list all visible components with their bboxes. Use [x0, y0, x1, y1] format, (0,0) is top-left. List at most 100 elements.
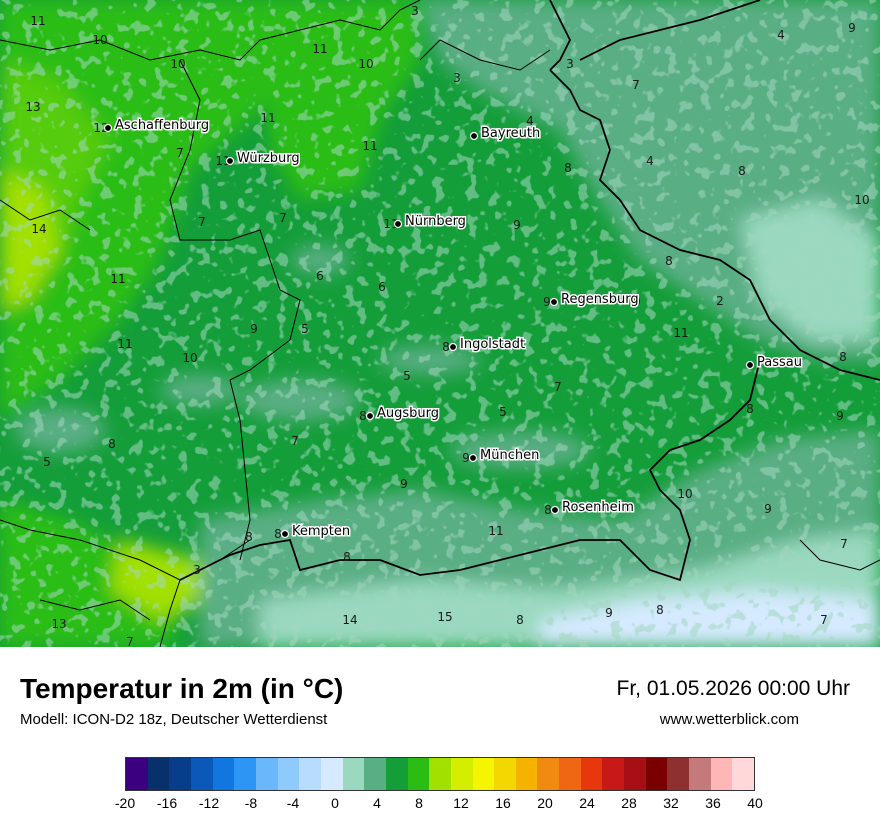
temperature-value: 10 — [182, 351, 197, 365]
temperature-value: 4 — [526, 114, 534, 128]
temperature-value: 7 — [176, 146, 184, 160]
temperature-value: 6 — [316, 269, 324, 283]
country-border — [549, 0, 572, 71]
footer: Temperatur in 2m (in °C) Modell: ICON-D2… — [0, 647, 880, 830]
state-border — [0, 199, 91, 231]
city-dot — [280, 529, 290, 539]
temperature-value: 7 — [291, 434, 299, 448]
temperature-value: 5 — [43, 455, 51, 469]
temperature-value: 9 — [764, 502, 772, 516]
temperature-value: 15 — [437, 610, 452, 624]
city-label: München — [480, 448, 539, 463]
legend-swatch — [234, 758, 256, 790]
legend-tick-label: -20 — [114, 795, 136, 811]
legend-swatch — [559, 758, 581, 790]
city-label: Bayreuth — [481, 126, 540, 141]
city-value: 8 — [544, 503, 552, 517]
legend-tick-label: 28 — [621, 795, 637, 811]
temperature-value: 9 — [836, 409, 844, 423]
city-dot — [365, 411, 375, 421]
city-dot — [550, 505, 560, 515]
city-value: 8 — [274, 527, 282, 541]
temperature-value: 8 — [738, 164, 746, 178]
legend-swatch — [277, 758, 300, 790]
temperature-value: 10 — [677, 487, 692, 501]
temperature-value: 3 — [453, 71, 461, 85]
legend-tick-label: -4 — [286, 795, 300, 811]
map-title: Temperatur in 2m (in °C) — [20, 673, 344, 704]
legend-swatch — [212, 758, 235, 790]
state-border — [229, 379, 251, 561]
legend-swatch — [494, 758, 516, 790]
temperature-value: 11 — [110, 272, 125, 286]
legend-tick-label: -12 — [198, 795, 220, 811]
temperature-value: 10 — [92, 33, 107, 47]
city-markers: 12 Aschaffenburg 11 Würzburg Bayreuth 11 Nürnb… — [93, 117, 803, 542]
legend-swatch — [515, 758, 538, 790]
region-border — [799, 539, 880, 571]
website-link[interactable]: www.wetterblick.com — [659, 711, 799, 728]
city-dot — [103, 123, 113, 133]
temperature-value: 11 — [488, 524, 503, 538]
temperature-value: 10 — [170, 57, 185, 71]
legend-swatch — [689, 758, 711, 790]
city-dot — [393, 219, 403, 229]
temperature-value: 9 — [250, 322, 258, 336]
temperature-value: 2 — [716, 294, 724, 308]
legend-swatch — [537, 758, 560, 790]
city-value: 8 — [442, 340, 450, 354]
temperature-value: 11 — [30, 14, 45, 28]
city-dot — [448, 342, 458, 352]
country-border — [179, 359, 761, 582]
legend-tick-label: 20 — [537, 795, 553, 811]
state-border — [169, 59, 301, 381]
legend-tick-label: 12 — [453, 795, 469, 811]
legend-tick-label: 40 — [747, 795, 763, 811]
city-dot — [225, 156, 235, 166]
temperature-value: 8 — [564, 161, 572, 175]
temperature-value: 8 — [746, 402, 754, 416]
region-border — [39, 599, 151, 621]
temperature-value: 14 — [342, 613, 357, 627]
legend-swatch — [169, 758, 191, 790]
city-label: Aschaffenburg — [115, 118, 209, 133]
temperature-value: 14 — [31, 222, 46, 236]
legend-tick-label: -16 — [156, 795, 178, 811]
temperature-value: 13 — [51, 617, 66, 631]
forecast-datetime: Fr, 01.05.2026 00:00 Uhr — [616, 677, 851, 700]
legend-swatch — [407, 758, 430, 790]
legend-swatch — [580, 758, 603, 790]
temperature-value: 13 — [25, 100, 40, 114]
temperature-value: 9 — [605, 606, 613, 620]
legend-tick-label: 8 — [415, 795, 423, 811]
temperature-value: 7 — [632, 78, 640, 92]
city-value: 8 — [359, 409, 367, 423]
legend-swatch — [472, 758, 495, 790]
temperature-value: 9 — [633, 295, 641, 309]
legend-swatch — [320, 758, 343, 790]
legend-tick-label: 32 — [663, 795, 679, 811]
legend-swatch — [255, 758, 278, 790]
region-border — [159, 579, 181, 647]
city-dot — [745, 360, 755, 370]
city-label: Rosenheim — [562, 500, 634, 515]
temperature-value: 9 — [848, 21, 856, 35]
legend-tick-label: 24 — [579, 795, 595, 811]
legend-swatch — [190, 758, 213, 790]
city-dot — [549, 297, 559, 307]
city-label: Ingolstadt — [460, 337, 525, 352]
temperature-value: 4 — [777, 28, 785, 42]
temperature-value: 10 — [854, 193, 869, 207]
legend-tick-label: 36 — [705, 795, 721, 811]
legend-swatch — [147, 758, 170, 790]
temperature-value: 8 — [343, 550, 351, 564]
temperature-value: 5 — [499, 405, 507, 419]
temperature-value: 11 — [362, 139, 377, 153]
legend-swatch — [450, 758, 473, 790]
legend-tick-label: 0 — [331, 795, 339, 811]
temperature-value: 9 — [513, 218, 521, 232]
legend-swatch — [667, 758, 690, 790]
state-border — [0, 0, 421, 61]
legend-tick-label: 4 — [373, 795, 381, 811]
temperature-value: 8 — [245, 530, 253, 544]
